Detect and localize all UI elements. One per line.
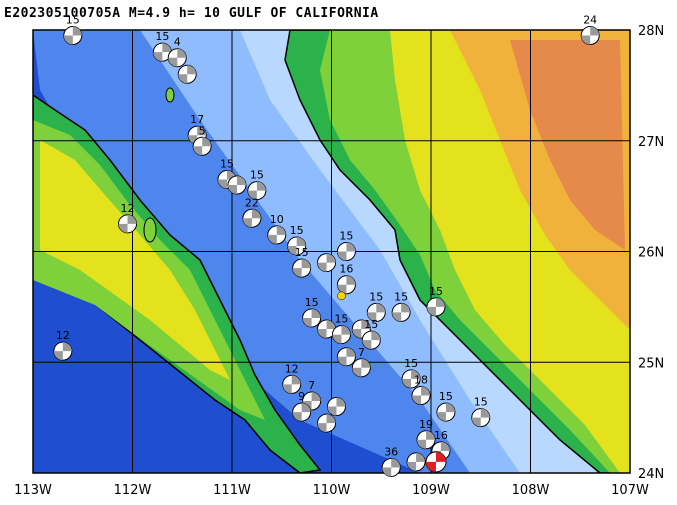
y-tick-label: 27N (638, 135, 664, 150)
island (165, 87, 175, 103)
depth-label: 4 (174, 36, 181, 49)
x-tick-label: 110W (313, 483, 351, 498)
depth-label: 15 (439, 390, 453, 403)
focal-mechanism (63, 26, 83, 46)
depth-label: 15 (290, 224, 304, 237)
depth-label: 15 (339, 230, 353, 243)
focal-mechanism (292, 402, 312, 422)
focal-mechanism (580, 26, 600, 46)
focal-mechanism (411, 385, 431, 405)
y-tick-label: 24N (638, 467, 664, 482)
focal-mechanism (227, 175, 247, 195)
focal-mechanism (287, 236, 307, 256)
focal-mechanism (292, 258, 312, 278)
depth-label: 12 (285, 362, 299, 375)
depth-label: 16 (339, 263, 353, 276)
depth-label: 15 (364, 318, 378, 331)
x-tick-label: 109W (412, 483, 450, 498)
focal-mechanism (416, 430, 436, 450)
focal-mechanism (118, 214, 138, 234)
focal-mechanism (361, 330, 381, 350)
depth-label: 7 (358, 346, 365, 359)
depth-label: 15 (220, 158, 234, 171)
focal-mechanism (351, 358, 371, 378)
y-axis-labels: 28N 27N 26N 25N 24N (638, 24, 664, 482)
focal-mechanism (326, 397, 346, 417)
depth-label: 15 (250, 169, 264, 182)
focal-mechanism (247, 181, 267, 201)
focal-mechanism (53, 341, 73, 361)
focal-mechanism (242, 208, 262, 228)
depth-label: 17 (190, 113, 204, 126)
depth-label: 12 (56, 329, 70, 342)
focal-mechanism (317, 319, 337, 339)
depth-label: 9 (298, 390, 305, 403)
depth-label: 5 (199, 124, 206, 137)
map-title: E202305100705A M=4.9 h= 10 GULF OF CALIF… (4, 6, 379, 21)
depth-label: 15 (155, 30, 169, 43)
focal-mechanism (336, 275, 356, 295)
focal-mechanism (391, 302, 411, 322)
depth-label: 18 (414, 373, 428, 386)
focal-mechanism (381, 457, 401, 477)
depth-label: 7 (308, 379, 315, 392)
focal-mechanism (192, 136, 212, 156)
depth-label: 16 (434, 429, 448, 442)
depth-label: 15 (404, 357, 418, 370)
focal-mechanism (317, 253, 337, 273)
focal-mechanism (177, 64, 197, 84)
depth-label: 15 (369, 290, 383, 303)
depth-label: 15 (295, 246, 309, 259)
focal-mechanism (426, 297, 446, 317)
depth-label: 12 (121, 202, 135, 215)
depth-label: 15 (394, 290, 408, 303)
y-tick-label: 25N (638, 356, 664, 371)
map-border (32, 29, 631, 474)
focal-mechanism (282, 374, 302, 394)
grid (33, 30, 630, 473)
focal-mechanism (267, 225, 287, 245)
x-tick-label: 112W (114, 483, 152, 498)
focal-mechanism (302, 308, 322, 328)
x-tick-label: 107W (611, 483, 649, 498)
focal-mechanism (152, 42, 172, 62)
depth-label: 10 (270, 213, 284, 226)
focal-mechanism (366, 302, 386, 322)
depth-label: 36 (384, 445, 398, 458)
focal-mechanism (167, 48, 187, 68)
depth-label: 15 (334, 313, 348, 326)
depth-label: 15 (66, 14, 80, 27)
focal-mechanism (331, 325, 351, 345)
focal-mechanism (436, 402, 456, 422)
island (143, 217, 157, 243)
x-tick-label: 111W (213, 483, 251, 498)
x-tick-label: 108W (512, 483, 550, 498)
focal-mechanism (336, 347, 356, 367)
focal-mechanism (401, 369, 421, 389)
main-event-mechanism (425, 451, 447, 473)
y-tick-label: 28N (638, 24, 664, 39)
y-tick-label: 26N (638, 246, 664, 261)
focal-mechanism (471, 408, 491, 428)
focal-mechanism (317, 413, 337, 433)
focal-mechanism (336, 242, 356, 261)
x-axis-labels: 113W 112W 111W 110W 109W 108W 107W (14, 483, 649, 498)
focal-mechanism (406, 452, 426, 472)
baja-hills (40, 140, 230, 380)
mainland-mountain (510, 40, 625, 250)
depth-label: 15 (474, 396, 488, 409)
depth-label: 15 (305, 296, 319, 309)
x-tick-label: 113W (14, 483, 52, 498)
focal-mechanisms: 15 15 4 175 15 15 22 10 15 15 16 15 15 15 15 15 15 15 7 15 1… (53, 14, 600, 477)
epicenter-marker (337, 291, 346, 301)
depth-label: 24 (583, 14, 597, 27)
depth-label: 22 (245, 196, 259, 209)
depth-label: 19 (419, 418, 433, 431)
depth-label: 15 (429, 285, 443, 298)
